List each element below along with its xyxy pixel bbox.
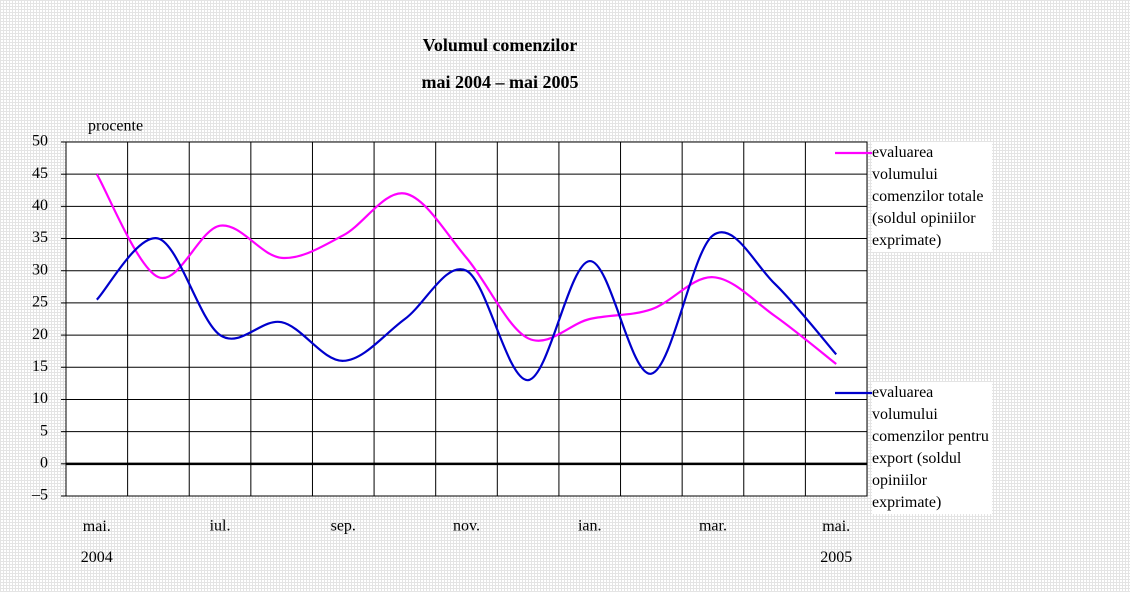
legend-entry: evaluarea volumului comenzilor pentru ex… [872, 382, 992, 514]
x-tick-label: mai. 2004 [81, 518, 113, 566]
y-axis-label: procente [88, 118, 143, 135]
x-tick-label: iul. [210, 518, 231, 535]
y-tick-label: 10 [32, 390, 48, 407]
y-tick-label: 15 [32, 358, 48, 375]
y-tick-label: 5 [40, 422, 48, 439]
series-line [96, 231, 838, 382]
y-tick-label: –5 [31, 487, 48, 504]
chart-title: Volumul comenzilor [423, 35, 578, 55]
series-line [95, 173, 837, 365]
y-tick-label: 25 [32, 294, 48, 311]
x-tick-label: sep. [331, 518, 356, 535]
y-tick-label: 45 [32, 165, 48, 182]
x-tick-label: mar. [699, 518, 727, 535]
chart-subtitle: mai 2004 – mai 2005 [422, 72, 579, 92]
plot-area [65, 141, 868, 497]
y-tick-label: 30 [32, 261, 48, 278]
y-tick-label: 40 [32, 197, 48, 214]
y-tick-label: 35 [32, 229, 48, 246]
y-tick-label: 50 [32, 133, 48, 150]
legend-entry: evaluarea volumului comenzilor totale (s… [872, 142, 992, 252]
x-tick-label: mai. 2005 [820, 518, 852, 566]
y-tick-label: 0 [40, 454, 48, 471]
y-tick-label: 20 [32, 326, 48, 343]
x-tick-label: nov. [453, 518, 480, 535]
x-tick-label: ian. [578, 518, 602, 535]
